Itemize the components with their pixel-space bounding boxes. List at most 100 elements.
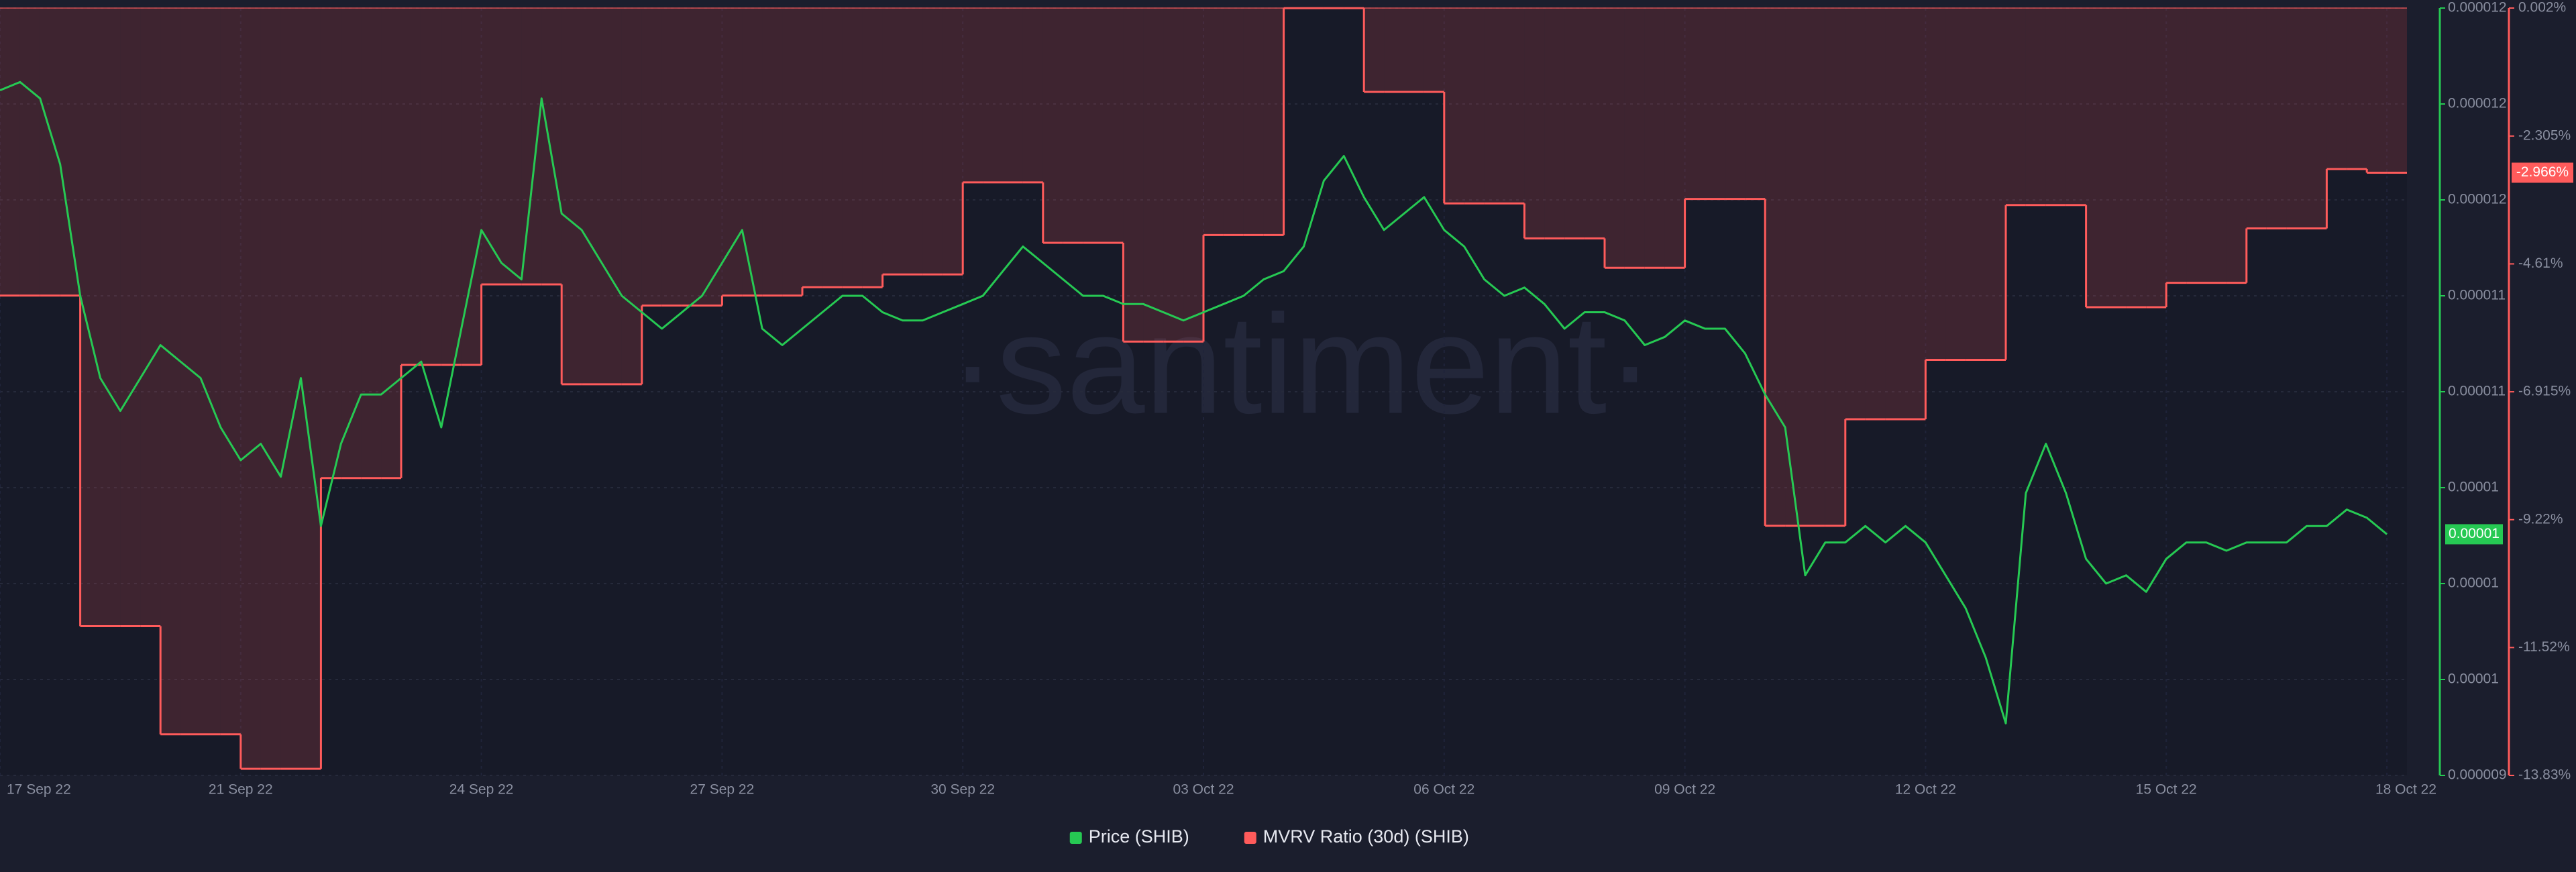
mvrv-area [180,8,201,734]
mvrv-area [1585,8,1605,239]
mvrv-area [341,8,362,478]
mvrv-badge [2512,162,2573,183]
mvrv-area [2045,8,2066,205]
mvrv-area [0,8,20,296]
mvrv-area [1203,8,1224,235]
mvrv-area [2266,8,2287,229]
mvrv-area [1364,8,1385,93]
mvrv-area [1986,8,2006,360]
mvrv-area [160,8,181,734]
x-tick-label: 21 Sep 22 [209,782,273,798]
x-tick-label: 12 Oct 22 [1895,782,1956,798]
mvrv-area [1544,8,1565,239]
mvrv-area [481,8,502,285]
mvrv-area [240,8,261,769]
mvrv-area [2326,8,2347,170]
mvrv-area [2246,8,2267,229]
x-tick-label: 15 Oct 22 [2136,782,2197,798]
x-tick-label: 30 Sep 22 [930,782,995,798]
mvrv-area [1945,8,1966,360]
mvrv-area [2065,8,2086,205]
mvrv-area [260,8,281,769]
mvrv-area [1865,8,1886,420]
y-tick-label: 0.00001 [2448,480,2499,495]
mvrv-area [1143,8,1164,342]
mvrv-area [1243,8,1264,235]
mvrv-area [301,8,321,769]
mvrv-area [140,8,161,626]
mvrv-area [1705,8,1725,199]
mvrv-area [1825,8,1845,526]
mvrv-area [641,8,662,306]
x-tick-label: 17 Sep 22 [7,782,71,798]
mvrv-area [1765,8,1786,526]
mvrv-area [2347,8,2367,170]
mvrv-area [2306,8,2327,229]
mvrv-area [280,8,301,769]
mvrv-area [1745,8,1766,199]
mvrv-area [1564,8,1585,239]
y2-tick-label: -11.52% [2518,639,2570,655]
mvrv-area [983,8,1003,182]
x-tick-label: 18 Oct 22 [2375,782,2436,798]
mvrv-area [501,8,522,285]
mvrv-area [80,8,101,626]
x-tick-label: 24 Sep 22 [449,782,514,798]
mvrv-area [822,8,843,288]
mvrv-area [1263,8,1284,235]
mvrv-area [1484,8,1505,204]
mvrv-area [1123,8,1144,342]
mvrv-area [461,8,482,365]
mvrv-area [1022,8,1043,182]
mvrv-area [1605,8,1625,268]
mvrv-area [2166,8,2187,283]
y-tick-label: 0.000012 [2448,0,2507,15]
mvrv-area [1042,8,1063,243]
mvrv-area [702,8,722,306]
y2-tick-label: -4.61% [2518,256,2563,271]
y2-tick-label: -2.305% [2518,127,2571,143]
mvrv-area [441,8,462,365]
mvrv-area [1163,8,1184,342]
y2-tick-label: -9.22% [2518,511,2563,527]
mvrv-area [1624,8,1645,268]
mvrv-area [2387,8,2407,173]
y2-tick-label: -13.83% [2518,767,2571,783]
mvrv-badge-label: -2.966% [2516,164,2569,180]
mvrv-area [1223,8,1244,235]
mvrv-area [100,8,121,626]
mvrv-area [2025,8,2046,205]
mvrv-area [722,8,743,296]
mvrv-area [782,8,802,296]
legend-label: MVRV Ratio (30d) (SHIB) [1263,826,1469,847]
mvrv-area [842,8,863,288]
mvrv-area [1183,8,1203,342]
mvrv-area [762,8,783,296]
mvrv-area [1725,8,1746,199]
mvrv-area [1384,8,1404,93]
y-tick-label: 0.000011 [2448,288,2506,303]
mvrv-area [2006,8,2026,205]
mvrv-area [381,8,401,478]
mvrv-area [1424,8,1444,93]
y2-tick-label: 0.002% [2518,0,2566,15]
y-tick-label: 0.000011 [2448,384,2506,399]
mvrv-area [19,8,40,296]
mvrv-area [902,8,923,275]
legend-swatch [1069,832,1082,844]
mvrv-area [862,8,883,288]
mvrv-area [602,8,622,384]
mvrv-area [2286,8,2307,229]
mvrv-area [2106,8,2127,307]
mvrv-area [963,8,983,182]
price-badge-label: 0.00001 [2449,526,2500,541]
mvrv-area [2206,8,2226,283]
mvrv-area [1905,8,1926,420]
mvrv-area [1644,8,1665,268]
legend-swatch [1244,832,1256,844]
mvrv-area [2226,8,2247,283]
mvrv-area [742,8,763,296]
price-badge [2445,524,2503,545]
